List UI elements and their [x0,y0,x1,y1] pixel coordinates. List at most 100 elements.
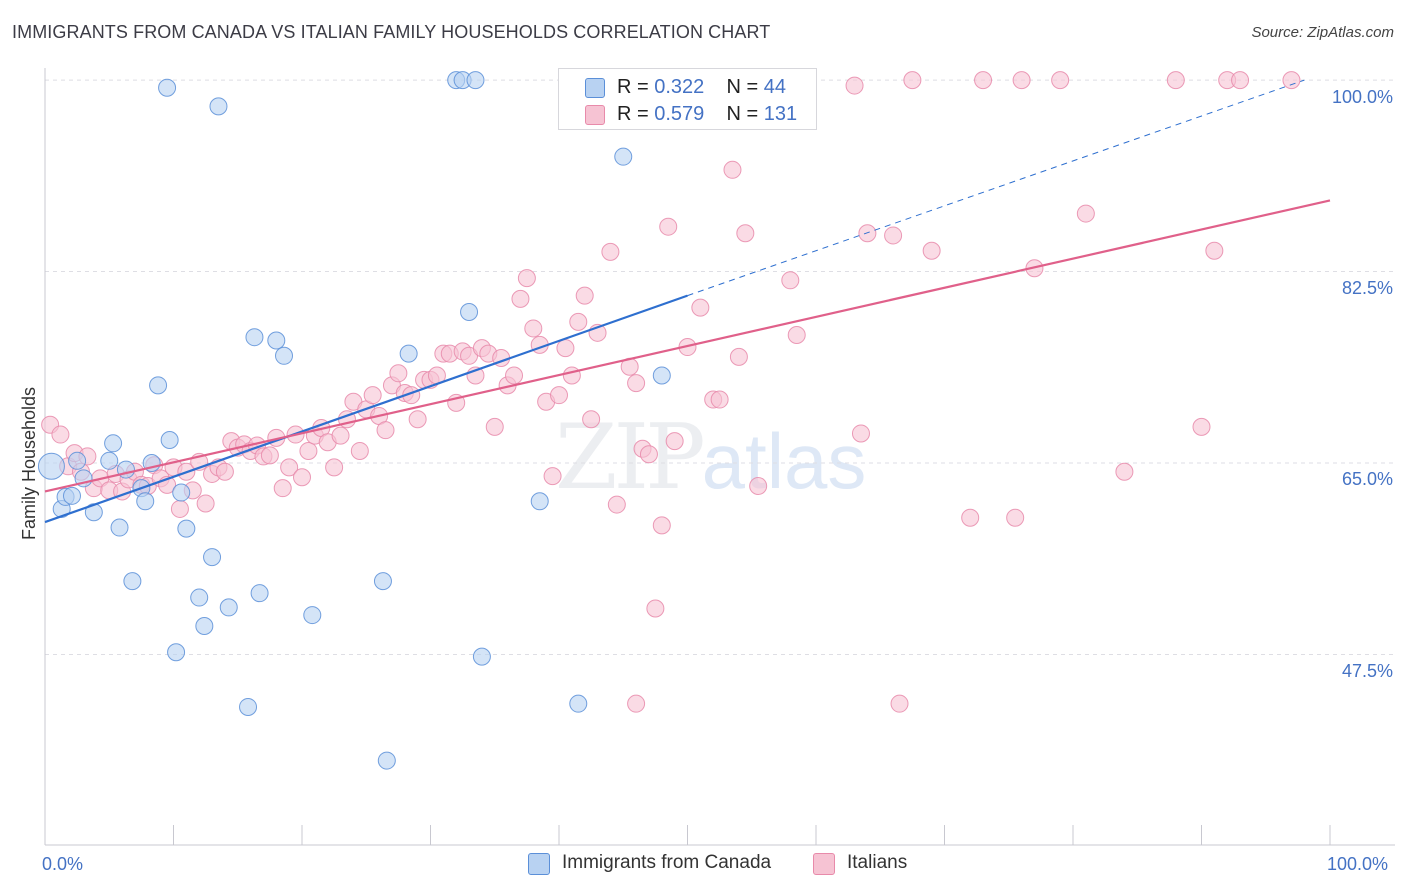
canada-r-label: R = [617,76,649,98]
canada-point [68,451,87,470]
canada-swatch [585,78,605,98]
italians-point [851,424,870,443]
x-tick-label-max: 100.0% [1327,854,1389,874]
canada-point [177,519,196,538]
italians-r-label: R = [617,103,649,125]
stats-legend: R = 0.322 N = 44 R = 0.579 N = 131 [558,68,817,130]
canada-point [530,492,549,511]
canada-point [275,346,294,365]
italians-point [659,217,678,236]
italians-point [710,390,729,409]
italians-point [652,516,671,535]
italians-point [363,386,382,405]
italians-point [408,410,427,429]
italians-point [665,432,684,451]
canada-point [100,451,119,470]
italians-point [922,241,941,260]
watermark-atlas: atlas [701,417,867,505]
italians-point [389,364,408,383]
italians-point [627,374,646,393]
italians-point [524,319,543,338]
italians-point [511,289,530,308]
canada-point [209,97,228,116]
italians-point [1166,71,1185,90]
canada-point [219,598,238,617]
italians-point [260,446,279,465]
watermark: ZIPatlas [555,405,866,510]
canada-point [123,572,142,591]
canada-point [104,434,123,453]
italians-point [787,326,806,345]
italians-point [196,494,215,513]
canada-point [110,518,129,537]
italians-point [1115,462,1134,481]
canada-point [652,366,671,385]
canada-trend-extension [687,79,1305,297]
canada-point [190,588,209,607]
italians-point [582,410,601,429]
italians-point [1012,71,1031,90]
source-label: Source: ZipAtlas.com [1251,24,1394,41]
italians-point [1192,417,1211,436]
canada-n-label: N = [726,76,759,98]
italians-point [884,226,903,245]
canada-point [239,697,258,716]
italians-point [325,458,344,477]
italians-n-label: N = [726,103,759,125]
italians-point [749,476,768,495]
italians-point [1006,508,1025,527]
italians-point [331,426,350,445]
watermark-zip: ZIP [555,405,706,510]
italians-point [845,76,864,95]
canada-r-value: 0.322 [654,76,705,98]
canada-point [373,572,392,591]
x-tick-label-min: 0.0% [42,854,84,874]
canada-point [399,344,418,363]
italians-point [280,458,299,477]
italians-stats: R = 0.579 N = 131 [617,103,797,126]
italians-point [543,467,562,486]
italians-n-value: 131 [763,103,798,125]
italians-point [556,339,575,358]
italians-point [505,366,524,385]
canada-point [136,492,155,511]
italians-point [562,366,581,385]
italians-point [627,694,646,713]
canada-point [245,328,264,347]
italians-point [961,508,980,527]
legend-canada-label: Immigrants from Canada [562,852,772,873]
italians-point [639,445,658,464]
italians-point [1282,71,1301,90]
canada-n-value: 44 [763,76,787,98]
canada-point [466,71,485,90]
italians-point [376,421,395,440]
canada-point [569,694,588,713]
italians-point [299,441,318,460]
canada-point [303,606,322,625]
italians-trend-line [44,199,1331,493]
legend-italians-swatch [813,853,835,875]
y-axis-title: Family Households [19,386,39,540]
italians-r-value: 0.579 [654,103,705,125]
canada-point [460,303,479,322]
canada-point [160,431,179,450]
italians-point [550,386,568,405]
y-tick-label: 82.5% [1341,278,1393,298]
italians-point [974,71,993,90]
italians-point [575,286,594,305]
canada-point [250,584,269,603]
italians-point [646,599,665,618]
canada-point [267,331,286,350]
italians-swatch [585,105,605,125]
italians-point [607,495,626,514]
italians-point [723,160,742,179]
canada-point [62,486,81,505]
canada-trend-line [44,294,688,524]
italians-point [601,242,620,261]
canada-point [167,643,186,662]
y-tick-label: 65.0% [1341,469,1393,489]
italians-point [1076,204,1095,223]
canada-point [377,751,396,770]
italians-point [51,425,70,444]
